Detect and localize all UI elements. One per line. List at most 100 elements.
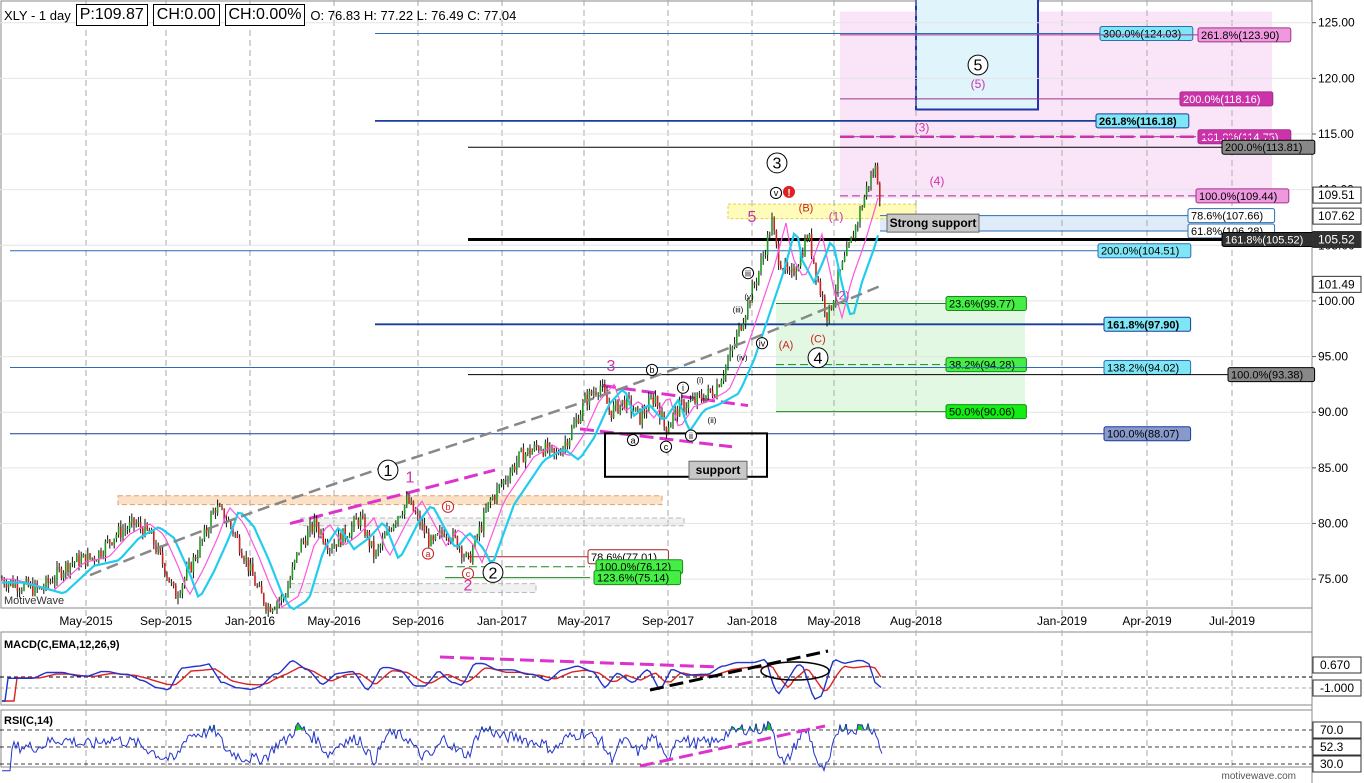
candle-body — [258, 585, 261, 587]
y-tick-label: 90.00 — [1318, 405, 1348, 419]
candle-body — [652, 397, 654, 404]
candle-body — [252, 563, 254, 576]
candle-body — [247, 557, 250, 571]
candle-body — [714, 396, 716, 398]
x-tick-label: Aug-2018 — [890, 614, 942, 628]
candle-body — [819, 281, 822, 296]
candle-body — [621, 399, 624, 405]
candle-body — [289, 578, 291, 587]
candle-body — [135, 523, 137, 526]
candle-body — [175, 585, 177, 599]
candle-body — [852, 236, 855, 239]
candle-body — [106, 539, 109, 542]
candle-body — [353, 517, 355, 527]
macd-axis-value: -1.000 — [1320, 681, 1354, 695]
candle-body — [412, 500, 415, 512]
candle-body — [159, 546, 162, 553]
candle-body — [384, 534, 386, 539]
wave-label: (iii) — [733, 306, 744, 315]
candle-body — [527, 448, 529, 455]
candle-body — [113, 538, 115, 545]
candle-body — [89, 553, 91, 559]
candle-body — [34, 582, 36, 595]
candle-body — [458, 546, 461, 549]
candle-body — [133, 517, 135, 526]
candle-body — [18, 590, 21, 592]
fib-level-label: 50.0%(90.06) — [949, 407, 1015, 419]
fib-level-label: 261.8%(116.18) — [1099, 116, 1177, 128]
macd-axis-tag — [1312, 656, 1362, 674]
candle-body — [489, 499, 492, 503]
candle-body — [806, 238, 808, 241]
candle-body — [25, 578, 27, 584]
candle-body — [5, 584, 8, 588]
ema-fast — [2, 197, 879, 608]
candle-body — [236, 534, 239, 538]
candle-body — [93, 557, 96, 562]
wave4-channel-lower — [579, 427, 733, 449]
x-tick-label: Jan-2018 — [727, 614, 777, 628]
candle-body — [150, 531, 153, 534]
wave-label: 3 — [607, 358, 616, 375]
wave1-trendline — [289, 468, 496, 525]
candle-body — [271, 609, 274, 612]
candle-body — [423, 523, 426, 534]
candle-body — [522, 448, 525, 463]
candle-body — [542, 450, 544, 456]
candle-body — [709, 388, 712, 392]
candle-body — [333, 544, 335, 549]
wave-label: (ii) — [708, 416, 717, 425]
candle-body — [804, 238, 806, 257]
x-tick-label: Jul-2019 — [1209, 614, 1255, 628]
candle-body — [817, 278, 819, 282]
candle-body — [659, 406, 661, 420]
candle-body — [342, 528, 344, 546]
candle-body — [399, 516, 401, 518]
candle-body — [777, 243, 780, 266]
candle-body — [698, 393, 701, 395]
candle-body — [469, 554, 472, 562]
y-tick-label: 120.00 — [1318, 71, 1355, 85]
candle-body — [188, 562, 190, 568]
wave-label-circle — [741, 267, 755, 280]
candle-body — [601, 384, 604, 386]
candle-body — [104, 541, 107, 556]
fib-level-tag — [1187, 208, 1276, 224]
fib-level-tag — [1221, 139, 1316, 155]
candle-body — [153, 531, 155, 545]
candle-body — [199, 541, 201, 556]
candle-body — [837, 271, 839, 291]
candle-body — [788, 269, 791, 272]
candle-body — [729, 350, 731, 360]
candle-body — [443, 533, 445, 537]
candle-body — [791, 267, 793, 272]
candle-body — [23, 583, 25, 591]
candle-body — [531, 450, 533, 455]
candle-body — [87, 553, 89, 566]
alert-icon: ! — [787, 188, 790, 199]
rsi-title: RSI(C,14) — [4, 715, 53, 727]
y-tick-label: 125.00 — [1318, 16, 1355, 30]
candle-body — [703, 399, 705, 402]
candle-body — [329, 549, 331, 551]
fib-level-label: 123.6%(75.14) — [597, 573, 669, 585]
candle-body — [234, 533, 236, 535]
candle-body — [665, 426, 668, 433]
wave-label: (4) — [930, 174, 945, 188]
candle-body — [731, 347, 734, 351]
y-tick-label: 85.00 — [1318, 461, 1348, 475]
fib-level-tag — [1195, 188, 1290, 204]
candle-body — [619, 404, 621, 413]
alert-marker — [783, 185, 795, 198]
candle-body — [507, 480, 509, 482]
candle-body — [769, 234, 771, 236]
price-axis-value: 109.51 — [1318, 188, 1355, 202]
candle-body — [71, 562, 74, 564]
candle-body — [91, 557, 93, 559]
candle-body — [755, 282, 758, 285]
wave-label: 3 — [773, 156, 782, 173]
price-box: P:109.87 — [75, 4, 148, 26]
candle-body — [736, 333, 738, 344]
price-axis-value: 105.52 — [1318, 232, 1355, 246]
